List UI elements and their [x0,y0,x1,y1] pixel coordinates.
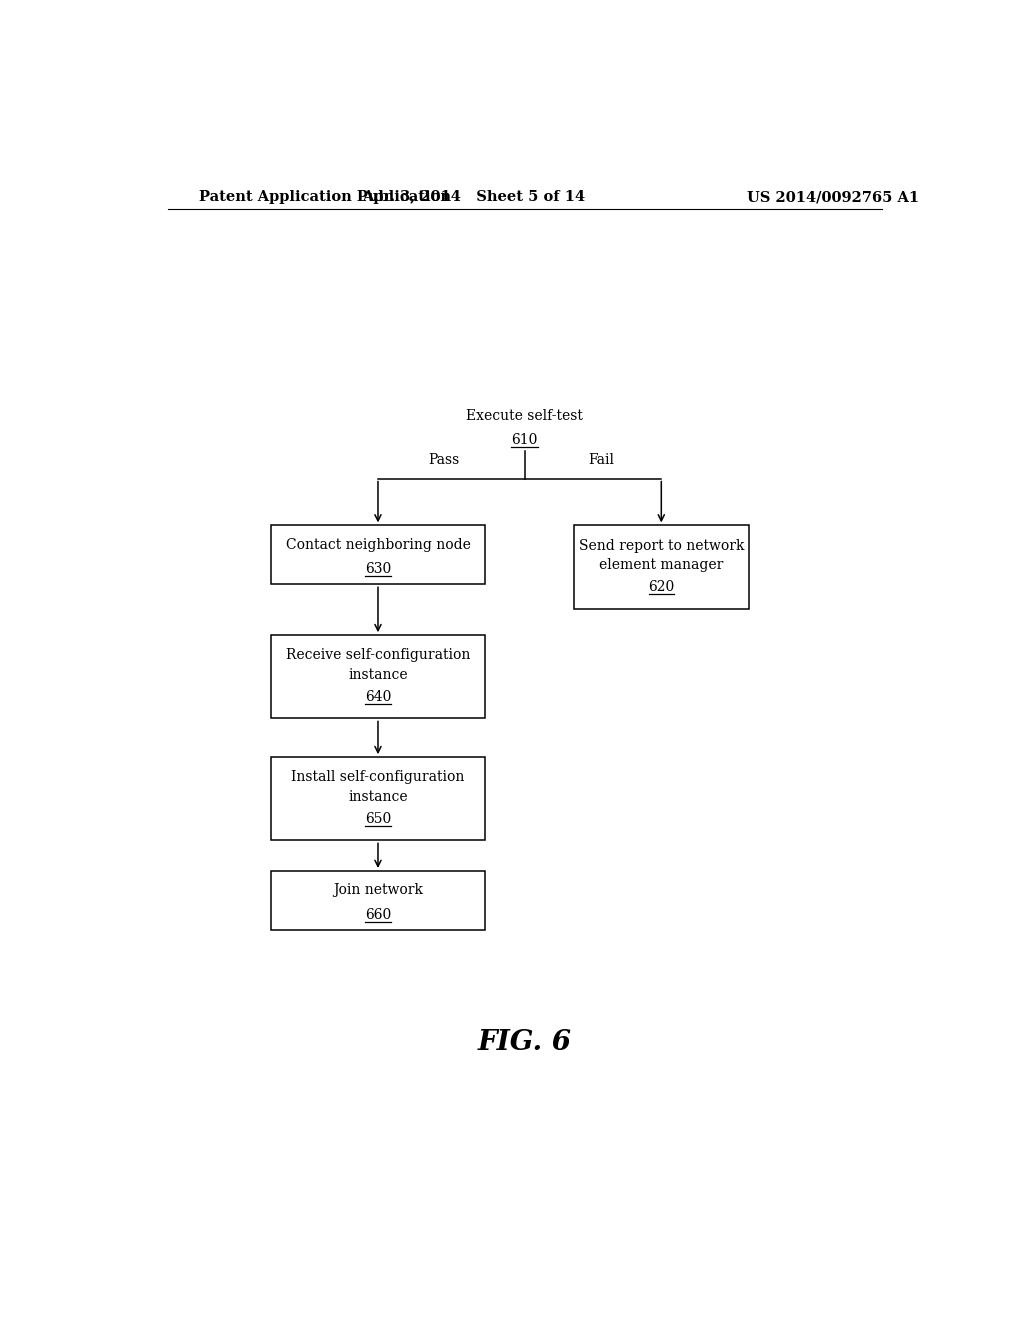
Text: Patent Application Publication: Patent Application Publication [200,190,452,205]
Text: Pass: Pass [428,453,459,467]
Text: US 2014/0092765 A1: US 2014/0092765 A1 [748,190,920,205]
Text: Install self-configuration: Install self-configuration [291,771,465,784]
FancyBboxPatch shape [270,871,485,929]
Text: 630: 630 [365,562,391,576]
FancyBboxPatch shape [270,635,485,718]
Text: 640: 640 [365,690,391,704]
Text: Contact neighboring node: Contact neighboring node [286,537,470,552]
Text: Send report to network: Send report to network [579,539,744,553]
Text: Fail: Fail [588,453,614,467]
FancyBboxPatch shape [270,525,485,585]
Text: instance: instance [348,668,408,681]
Text: 610: 610 [512,433,538,447]
FancyBboxPatch shape [574,525,749,609]
Text: element manager: element manager [599,558,724,572]
Text: Join network: Join network [333,883,423,898]
Text: 650: 650 [365,812,391,826]
Text: FIG. 6: FIG. 6 [478,1030,571,1056]
FancyBboxPatch shape [270,758,485,841]
Text: Execute self-test: Execute self-test [466,409,584,422]
Text: 620: 620 [648,581,675,594]
Text: Receive self-configuration: Receive self-configuration [286,648,470,663]
Text: 660: 660 [365,908,391,921]
Text: Apr. 3, 2014   Sheet 5 of 14: Apr. 3, 2014 Sheet 5 of 14 [361,190,585,205]
Text: instance: instance [348,789,408,804]
